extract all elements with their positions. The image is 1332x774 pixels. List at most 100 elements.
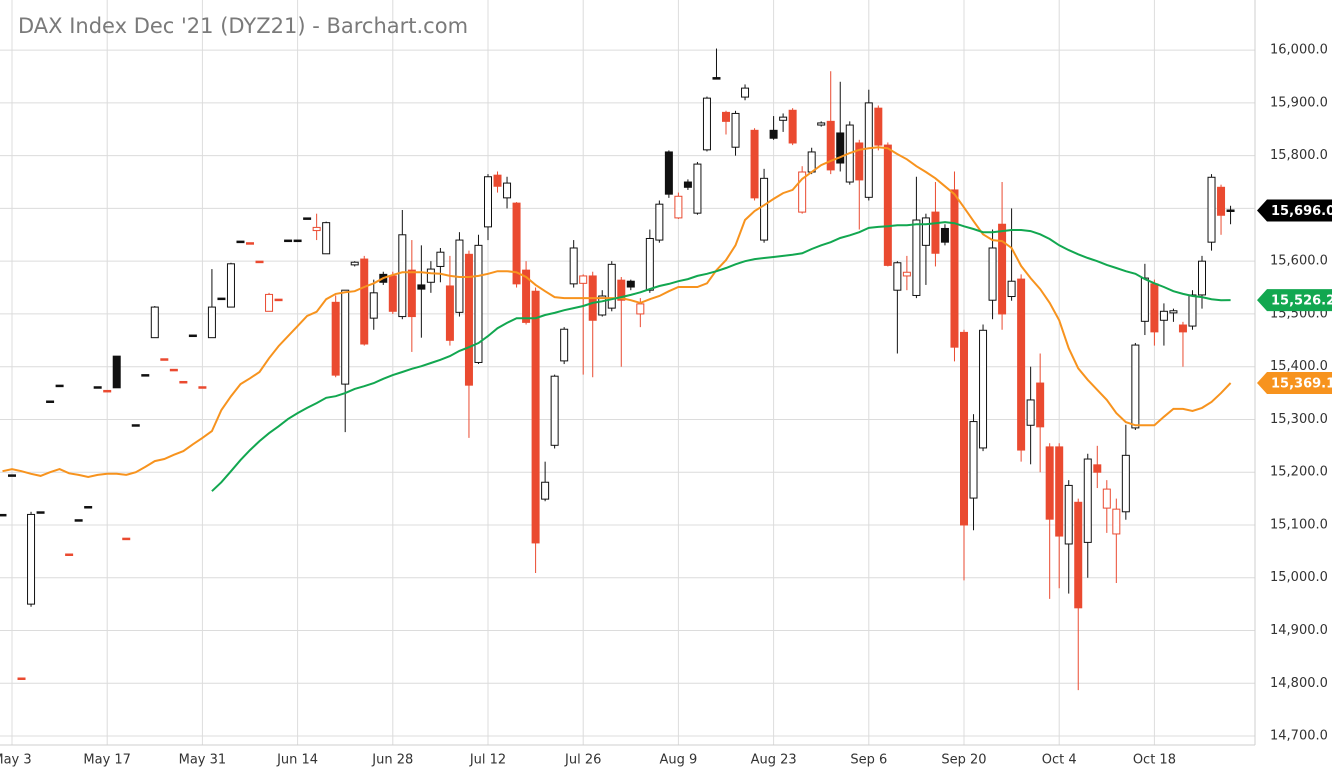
y-tick-label: 16,000.0 (1270, 43, 1328, 58)
candle-body (988, 247, 997, 301)
candle-body (731, 112, 740, 148)
candle-body (407, 269, 416, 318)
candle-body (664, 151, 673, 195)
candle-body (1188, 294, 1197, 327)
candle-body (493, 174, 502, 187)
candle-body (693, 163, 702, 214)
y-tick-label: 15,200.0 (1270, 465, 1328, 480)
candle-body (617, 279, 626, 301)
moving-average-line (2, 146, 1232, 479)
candle-body (474, 244, 483, 363)
candle-body (246, 242, 254, 245)
candle-body (198, 386, 207, 389)
candle-body (17, 677, 26, 680)
candle-body (636, 303, 645, 315)
y-tick-label: 15,800.0 (1270, 148, 1328, 163)
y-tick-label: 14,900.0 (1270, 623, 1328, 638)
last-value-label: 15,369.1 (1271, 376, 1332, 391)
candle-body (683, 181, 692, 188)
candle-body (750, 129, 759, 199)
candle-body (1093, 464, 1102, 473)
candle-body (84, 506, 93, 509)
y-tick-label: 15,100.0 (1270, 517, 1328, 532)
candle-body (445, 285, 454, 341)
last-value-flag (1257, 199, 1332, 222)
candle-body (1150, 283, 1159, 333)
candle-body (169, 368, 178, 372)
candle-body (1045, 446, 1054, 520)
candle-body (388, 275, 397, 312)
candle-body (0, 513, 7, 517)
candle-body (626, 280, 635, 288)
candle-body (303, 217, 312, 220)
candle-body (741, 87, 750, 98)
candle-body (188, 334, 197, 338)
candle-body (836, 132, 845, 164)
candle-body (1017, 278, 1026, 451)
candle-body (1112, 508, 1121, 535)
moving-average-line (211, 221, 1231, 492)
candle-body (417, 284, 426, 290)
candle-body (331, 301, 340, 376)
x-tick-label: May 3 (0, 753, 32, 768)
candle-body (1026, 399, 1035, 426)
candle-body (940, 227, 949, 243)
candle-body (484, 176, 492, 228)
candle-body (769, 129, 778, 139)
candle-body (512, 202, 521, 285)
y-tick-label: 14,700.0 (1270, 729, 1328, 744)
candle-body (103, 389, 112, 393)
candle-body (1055, 446, 1064, 537)
candle-body (969, 421, 978, 499)
x-tick-label: Jun 28 (371, 753, 413, 768)
candle-body (998, 223, 1007, 315)
candle-body (207, 306, 216, 339)
x-tick-label: Aug 23 (751, 753, 797, 768)
candle-body (979, 329, 988, 449)
candle-body (931, 211, 940, 254)
candle-body (322, 222, 331, 255)
y-tick-label: 15,000.0 (1270, 570, 1328, 585)
candle-body (293, 239, 302, 243)
candle-body (93, 386, 102, 389)
candle-body (722, 111, 730, 122)
candle-body (255, 260, 264, 264)
candle-body (131, 424, 140, 427)
candle-body (798, 171, 807, 213)
y-tick-label: 14,800.0 (1270, 676, 1328, 691)
candle-body (160, 358, 169, 361)
x-tick-label: Aug 9 (660, 753, 698, 768)
candle-body (950, 189, 959, 348)
y-tick-label: 15,600.0 (1270, 254, 1328, 269)
candle-body (360, 258, 369, 345)
candle-body (531, 290, 540, 544)
candle-body (760, 177, 769, 241)
candle-body (179, 380, 188, 384)
last-value-label: 15,696.0 (1271, 204, 1332, 219)
candle-body (350, 261, 359, 266)
x-tick-label: Jun 14 (276, 753, 318, 768)
candle-body (855, 142, 864, 181)
x-tick-label: Oct 4 (1042, 753, 1077, 768)
candle-body (807, 151, 816, 173)
candle-body (46, 400, 55, 403)
candle-body (1007, 280, 1016, 298)
candle-body (921, 217, 930, 246)
candle-body (1036, 382, 1045, 428)
candle-body (426, 268, 435, 283)
candle-body (541, 481, 550, 500)
candle-body (1083, 458, 1092, 543)
x-tick-label: Sep 6 (850, 753, 887, 768)
y-tick-label: 15,300.0 (1270, 412, 1328, 427)
candle-body (550, 375, 559, 446)
last-value-flag (1257, 289, 1332, 312)
candle-body (1131, 344, 1140, 429)
candle-body (1102, 488, 1111, 509)
grid (0, 0, 1255, 745)
candle-body (1074, 501, 1083, 609)
candle-body (1121, 454, 1130, 513)
last-value-label: 15,526.2 (1271, 294, 1332, 309)
candle-body (826, 120, 835, 171)
y-tick-label: 15,400.0 (1270, 359, 1328, 374)
